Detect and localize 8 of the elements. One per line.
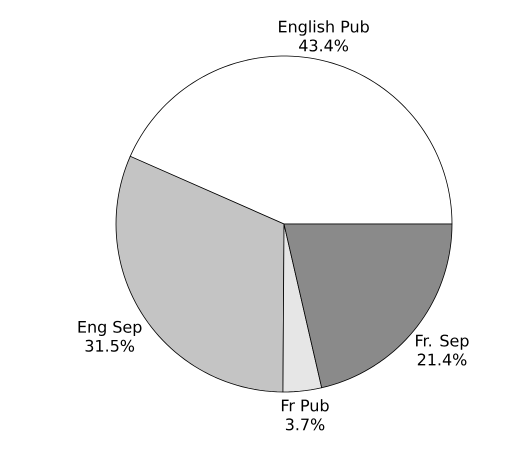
data-label: 43.4%	[299, 39, 348, 52]
slice-label: Fr. Sep	[416, 334, 469, 350]
slice-label: Eng Sep	[78, 320, 142, 336]
data-label: 21.4%	[418, 353, 466, 366]
slice-label: English Pub	[279, 20, 369, 36]
slice-label: Fr Pub	[282, 399, 329, 412]
data-label: 3.7%	[286, 418, 324, 430]
data-label: 31.5%	[86, 340, 134, 352]
